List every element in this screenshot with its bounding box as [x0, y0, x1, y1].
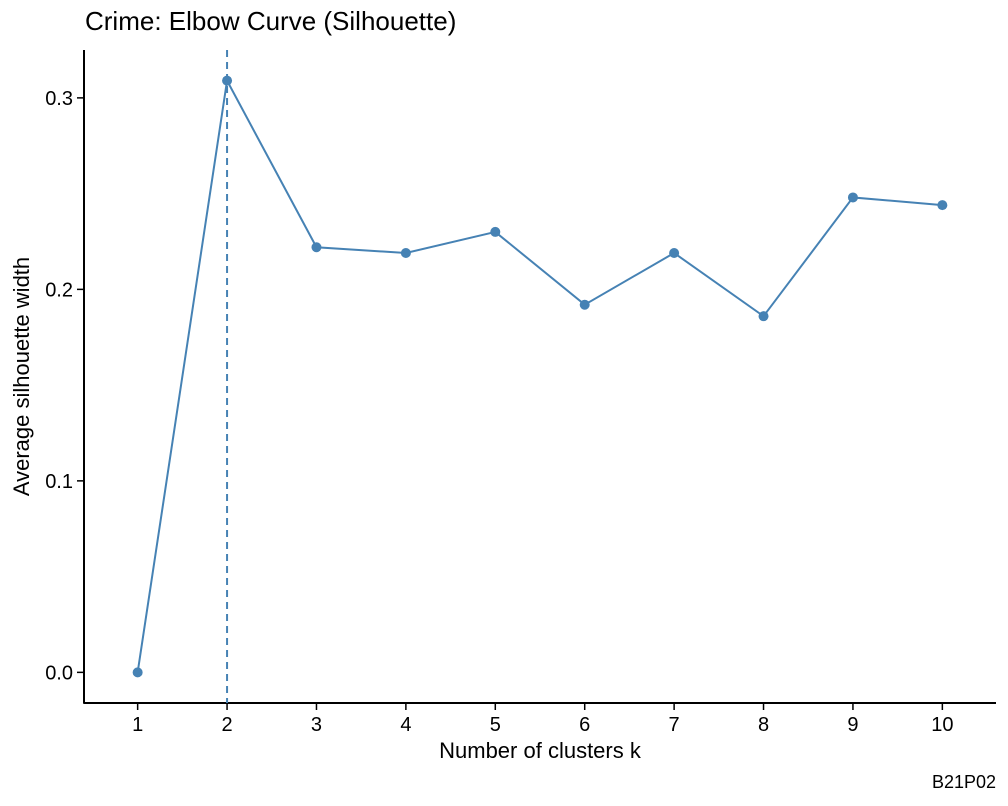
data-point	[311, 242, 322, 253]
x-tick-label: 6	[579, 714, 590, 736]
x-tick-label: 8	[758, 714, 769, 736]
chart-marks	[132, 50, 948, 703]
data-point	[669, 247, 680, 258]
y-tick-label: 0.0	[45, 662, 73, 684]
x-tick-label: 4	[400, 714, 411, 736]
x-tick-label: 1	[132, 714, 143, 736]
series-line	[136, 77, 943, 673]
x-tick-label: 3	[311, 714, 322, 736]
y-tick-label: 0.1	[45, 471, 73, 493]
x-axis-title: Number of clusters k	[439, 738, 642, 763]
data-point	[758, 311, 769, 322]
data-point	[490, 226, 501, 237]
data-point	[847, 192, 858, 203]
x-tick-label: 7	[669, 714, 680, 736]
data-point	[132, 667, 143, 678]
data-point	[222, 75, 233, 86]
axes: 0.0 0.1 0.2 0.3 1 2 3 4 5 6 7 8 9 10	[45, 50, 996, 736]
data-point	[579, 299, 590, 310]
chart-title: Crime: Elbow Curve (Silhouette)	[85, 6, 457, 36]
caption: B21P02	[931, 772, 996, 792]
x-tick-label: 2	[221, 714, 232, 736]
data-point	[937, 200, 948, 211]
x-tick-label: 9	[847, 714, 858, 736]
y-axis-title: Average silhouette width	[9, 257, 34, 496]
y-tick-label: 0.3	[45, 88, 73, 110]
data-point	[400, 247, 411, 258]
x-tick-label: 5	[490, 714, 501, 736]
y-tick-label: 0.2	[45, 279, 73, 301]
x-tick-label: 10	[931, 714, 953, 736]
